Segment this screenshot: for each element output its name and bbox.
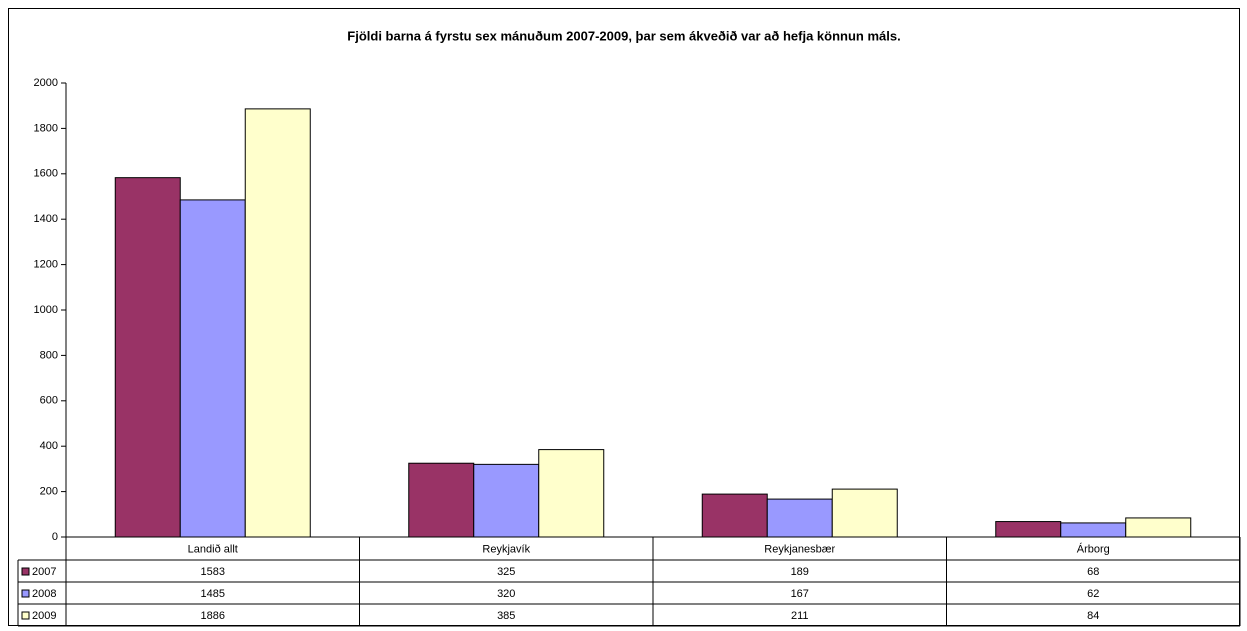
bar xyxy=(114,177,181,538)
y-tick-label: 400 xyxy=(40,440,58,452)
table-value: 211 xyxy=(791,610,809,622)
bar xyxy=(179,199,246,538)
x-tick-label: Reykjavík xyxy=(482,543,530,555)
bar xyxy=(1060,522,1127,538)
table-value: 1485 xyxy=(201,588,225,600)
x-tick-label: Árborg xyxy=(1077,542,1110,555)
table-value: 1886 xyxy=(201,610,225,622)
table-value: 1583 xyxy=(201,566,225,578)
x-tick-label: Reykjanesbær xyxy=(764,543,835,555)
table-value: 189 xyxy=(791,566,809,578)
y-tick-label: 600 xyxy=(40,395,58,407)
y-tick-label: 1400 xyxy=(34,213,58,225)
y-tick-label: 1600 xyxy=(34,168,58,180)
y-tick-label: 200 xyxy=(40,486,58,498)
legend-swatch xyxy=(21,567,30,576)
bar xyxy=(995,521,1062,538)
legend-label: 2009 xyxy=(32,610,56,622)
table-value: 385 xyxy=(497,610,515,622)
y-tick-label: 2000 xyxy=(34,77,58,89)
bar xyxy=(1125,517,1192,538)
legend-label: 2007 xyxy=(32,566,56,578)
bar xyxy=(766,498,833,538)
table-value: 320 xyxy=(497,588,515,600)
y-tick-label: 1800 xyxy=(34,122,58,134)
table-value: 62 xyxy=(1087,588,1099,600)
bar xyxy=(831,488,898,538)
y-tick-label: 800 xyxy=(40,349,58,361)
legend-swatch xyxy=(21,611,30,620)
table-value: 167 xyxy=(791,588,809,600)
table-value: 325 xyxy=(497,566,515,578)
chart-title: Fjöldi barna á fyrstu sex mánuðum 2007-2… xyxy=(347,28,900,43)
y-tick-label: 0 xyxy=(52,531,58,543)
bar xyxy=(473,463,540,538)
y-tick-label: 1000 xyxy=(34,304,58,316)
y-tick-label: 1200 xyxy=(34,259,58,271)
table-value: 84 xyxy=(1087,610,1099,622)
x-tick-label: Landið allt xyxy=(188,543,238,555)
bar xyxy=(408,462,475,538)
bar xyxy=(244,108,311,538)
legend-swatch xyxy=(21,589,30,598)
bar xyxy=(538,449,605,538)
bar xyxy=(701,493,768,538)
table-value: 68 xyxy=(1087,566,1099,578)
legend-label: 2008 xyxy=(32,588,56,600)
